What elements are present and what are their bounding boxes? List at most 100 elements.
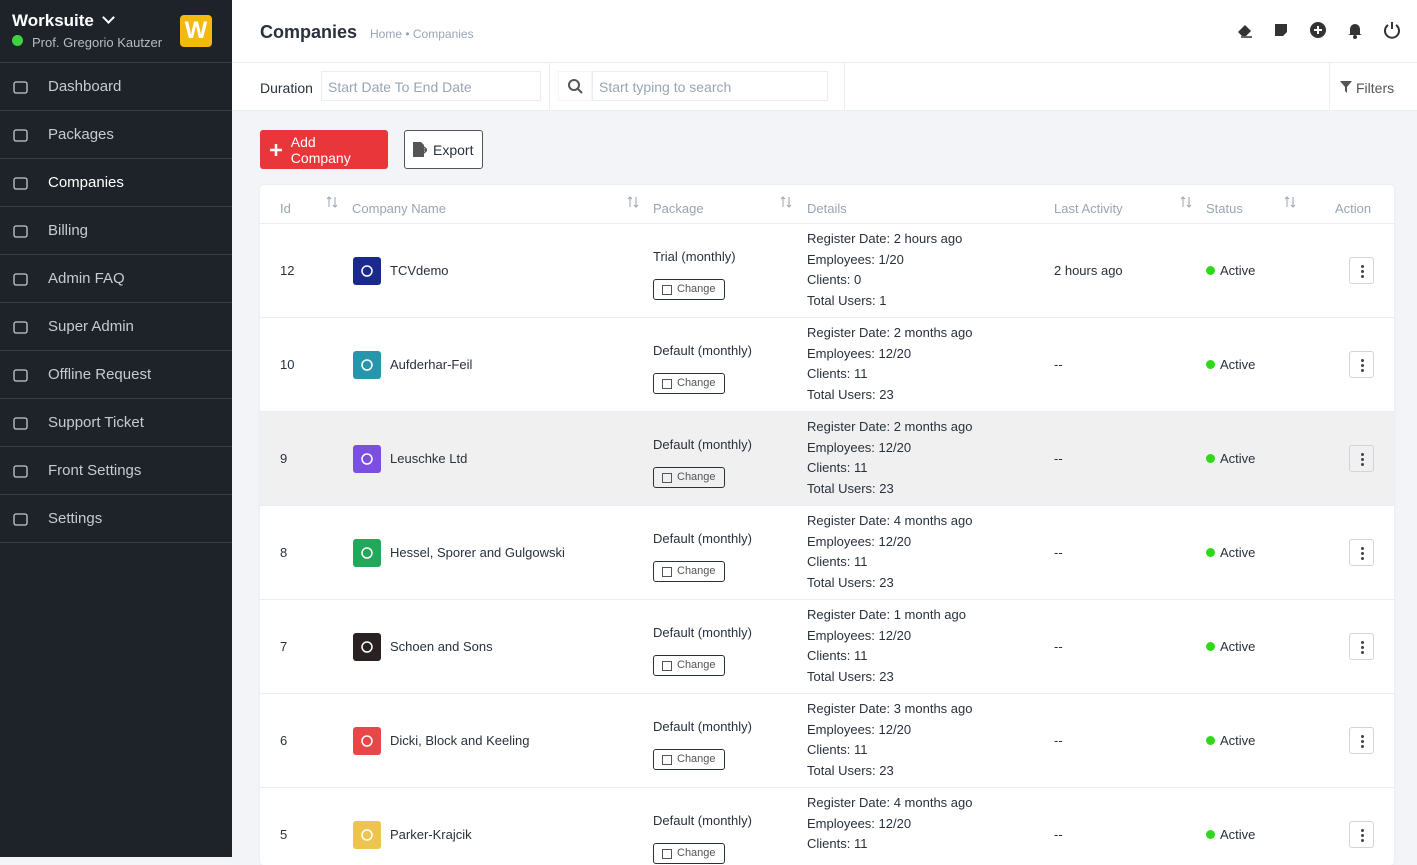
sort-icon[interactable] — [627, 196, 639, 208]
dot — [1361, 651, 1364, 654]
menu-label: Super Admin — [48, 318, 134, 335]
dot — [1361, 557, 1364, 560]
notes-icon[interactable] — [1272, 21, 1290, 39]
company-name[interactable]: TCVdemo — [390, 263, 449, 278]
change-button[interactable]: Change — [653, 467, 725, 488]
last-activity: -- — [1054, 451, 1063, 466]
menu-item[interactable]: Offline Request — [0, 351, 232, 399]
icon-shape — [13, 416, 28, 430]
date-input[interactable]: Start Date To End Date — [321, 71, 541, 101]
status: Active — [1206, 733, 1255, 748]
menu-item[interactable]: Front Settings — [0, 447, 232, 495]
export-label: Export — [433, 141, 474, 158]
menu-item[interactable]: Super Admin — [0, 303, 232, 351]
change-button[interactable]: Change — [653, 655, 725, 676]
sort-icon[interactable] — [780, 196, 792, 208]
detail-line: Register Date: 2 hours ago — [807, 231, 963, 246]
company-id: 5 — [280, 827, 288, 842]
add-company-button[interactable]: Add Company — [260, 130, 388, 169]
last-activity: 2 hours ago — [1054, 263, 1123, 278]
change-button[interactable]: Change — [653, 561, 725, 582]
menu-label: Front Settings — [48, 462, 142, 479]
column-header[interactable]: Package — [653, 201, 704, 216]
action-menu-button[interactable] — [1349, 821, 1374, 848]
glyph — [361, 735, 373, 747]
last-activity: -- — [1054, 545, 1063, 560]
menu-label: Admin FAQ — [48, 270, 125, 287]
add-icon[interactable] — [1309, 21, 1327, 39]
filters-button[interactable]: Filters — [1356, 80, 1395, 96]
action-menu-button[interactable] — [1349, 633, 1374, 660]
package: Default (monthly) — [653, 813, 752, 828]
table-row: 6 Dicki, Block and Keeling Default (monthl… — [260, 693, 1394, 787]
status: Active — [1206, 357, 1255, 372]
edit-shape — [662, 849, 672, 859]
details: Register Date: 2 months ago Employees: 12… — [807, 323, 972, 405]
search-input[interactable]: Start typing to search — [592, 71, 828, 101]
company-name[interactable]: Leuschke Ltd — [390, 451, 468, 466]
export-button[interactable]: Export — [404, 130, 483, 169]
dot — [1361, 364, 1364, 367]
menu-item[interactable]: Companies — [0, 159, 232, 207]
detail-line: Total Users: 1 — [807, 292, 887, 308]
company-name[interactable]: Hessel, Sporer and Gulgowski — [390, 545, 565, 560]
table-row: 5 Parker-Krajcik Default (monthly) Change Re… — [260, 787, 1394, 865]
online-dot — [12, 35, 23, 46]
change-button[interactable]: Change — [653, 279, 725, 300]
company-logo — [353, 351, 381, 379]
menu-item[interactable]: Settings — [0, 495, 232, 543]
dot — [1361, 359, 1364, 362]
detail-line: Total Users: 23 — [807, 480, 894, 496]
logo-glyph — [361, 265, 373, 277]
logo-glyph — [361, 547, 373, 559]
action-menu-button[interactable] — [1349, 257, 1374, 284]
sort-arrows — [1284, 196, 1296, 208]
detail-line: Clients: 11 — [807, 460, 868, 475]
sort-arrows — [780, 196, 792, 208]
menu-label: Offline Request — [48, 366, 152, 383]
menu-item[interactable]: Billing — [0, 207, 232, 255]
menu-item[interactable]: Admin FAQ — [0, 255, 232, 303]
menu-item[interactable]: Support Ticket — [0, 399, 232, 447]
company-name[interactable]: Parker-Krajcik — [390, 827, 472, 842]
action-menu-button[interactable] — [1349, 445, 1374, 472]
status: Active — [1206, 263, 1255, 278]
company-id: 12 — [280, 263, 295, 278]
last-activity: -- — [1054, 733, 1063, 748]
action-menu-button[interactable] — [1349, 539, 1374, 566]
glyph — [361, 453, 373, 465]
column-header[interactable]: Company Name — [352, 201, 446, 216]
app-name[interactable]: Worksuite — [12, 11, 113, 31]
column-header[interactable]: Status — [1206, 201, 1243, 216]
last-activity: -- — [1054, 357, 1063, 372]
power-icon[interactable] — [1383, 21, 1401, 39]
company-name[interactable]: Schoen and Sons — [390, 639, 493, 654]
sort-icon[interactable] — [1180, 196, 1192, 208]
top-icons — [1235, 21, 1401, 39]
column-header[interactable]: Id — [280, 201, 291, 216]
logo[interactable]: W — [180, 15, 212, 47]
change-button[interactable]: Change — [653, 373, 725, 394]
clear-cache-icon[interactable] — [1235, 21, 1253, 39]
package: Default (monthly) — [653, 437, 752, 452]
menu-item[interactable]: Packages — [0, 111, 232, 159]
sort-arrows — [627, 196, 639, 208]
dot — [1361, 834, 1364, 837]
column-header[interactable]: Last Activity — [1054, 201, 1123, 216]
sort-icon[interactable] — [326, 196, 338, 208]
sort-icon[interactable] — [1284, 196, 1296, 208]
status: Active — [1206, 639, 1255, 654]
action-menu-button[interactable] — [1349, 727, 1374, 754]
menu-item[interactable]: Dashboard — [0, 63, 232, 111]
detail-line: Clients: 11 — [807, 554, 868, 569]
breadcrumb[interactable]: Home • Companies — [370, 27, 474, 41]
company-name[interactable]: Aufderhar-Feil — [390, 357, 473, 372]
column-header[interactable]: Details — [807, 201, 847, 216]
company-name[interactable]: Dicki, Block and Keeling — [390, 733, 530, 748]
change-button[interactable]: Change — [653, 749, 725, 770]
menu-icon — [13, 80, 28, 94]
menu-label: Billing — [48, 222, 89, 239]
bell-icon[interactable] — [1346, 21, 1364, 39]
icon-shape — [13, 320, 28, 334]
action-menu-button[interactable] — [1349, 351, 1374, 378]
